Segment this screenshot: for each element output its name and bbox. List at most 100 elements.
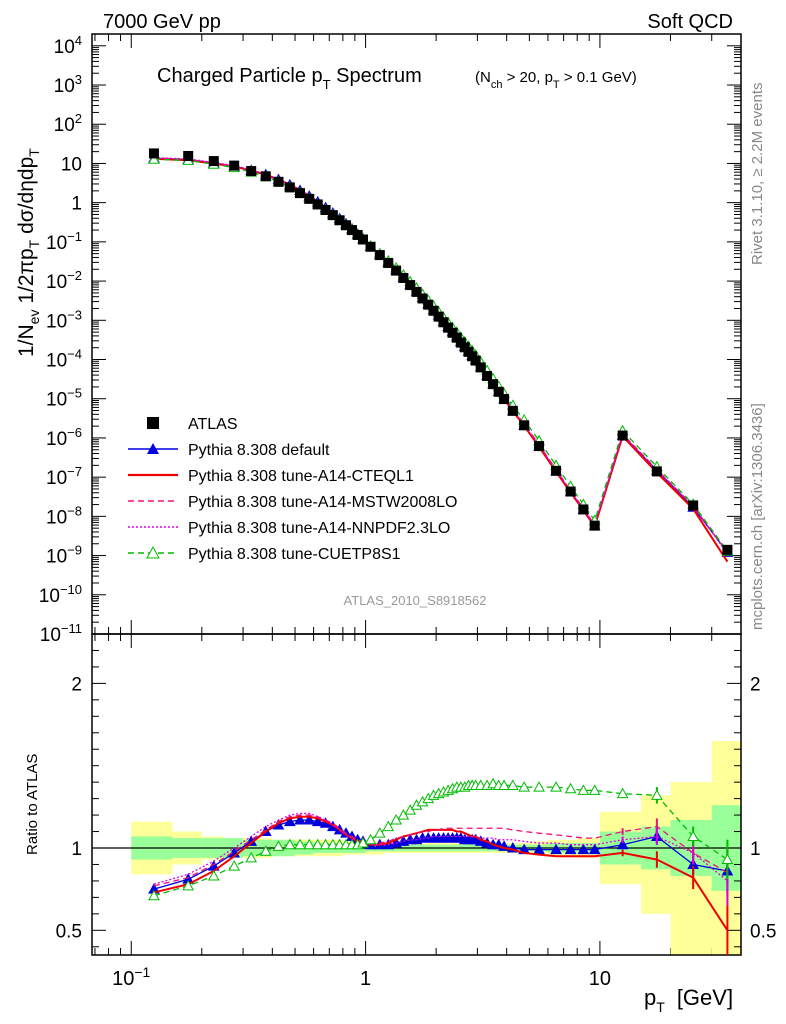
ratio-y-tick-label: 0.5 — [56, 921, 82, 942]
ratio-marker — [259, 845, 272, 856]
header-right: Soft QCD — [647, 11, 733, 33]
legend-label: Pythia 8.308 tune-A14-MSTW2008LO — [188, 494, 457, 511]
legend-label: Pythia 8.308 tune-A14-CTEQL1 — [188, 468, 414, 485]
data-point — [391, 265, 402, 276]
legend-entry-2: Pythia 8.308 tune-A14-CTEQL1 — [128, 468, 414, 485]
side-label-top: Rivet 3.1.10, ≥ 2.2M events — [749, 83, 766, 266]
data-point — [284, 182, 295, 193]
ratio-frame — [91, 633, 742, 956]
ratio-marker — [498, 779, 510, 790]
ratio-marker — [616, 838, 629, 850]
y-tick-label: 104 — [54, 33, 82, 58]
ratio-marker — [294, 838, 306, 850]
ratio-y-tick-label: 2 — [71, 674, 82, 695]
data-point — [320, 204, 331, 215]
legend-label: Pythia 8.308 tune-A14-NNPDF2.3LO — [188, 520, 450, 537]
data-point — [551, 465, 562, 476]
y-tick-label: 10−8 — [46, 503, 82, 528]
data-point — [617, 430, 628, 441]
title-rest: Spectrum — [331, 65, 422, 87]
data-point — [358, 234, 369, 245]
legend-entry-4: Pythia 8.308 tune-A14-NNPDF2.3LO — [128, 520, 450, 537]
data-point — [438, 317, 449, 328]
legend: ATLAS Pythia 8.308 default Pythia 8.308 tu… — [128, 416, 457, 563]
y-tick-label: 10−10 — [39, 582, 82, 607]
data-point — [428, 305, 439, 316]
ratio-y-tick-label-right: 2 — [750, 674, 761, 695]
ratio-marker — [550, 781, 562, 792]
data-point — [565, 486, 576, 497]
data-point — [260, 171, 271, 182]
data-point — [346, 225, 357, 236]
data-point — [208, 156, 219, 167]
ratio-marker — [651, 789, 663, 800]
ratio-y-tick-label-right: 0.5 — [750, 921, 776, 942]
y-tick-label: 10−2 — [46, 268, 82, 293]
data-point — [417, 293, 428, 304]
data-point — [183, 150, 194, 161]
y-tick-label: 10−11 — [40, 621, 82, 646]
ratio-marker — [533, 781, 545, 792]
data-point — [411, 286, 422, 297]
ratio-marker — [564, 843, 577, 855]
data-point — [499, 394, 510, 405]
data-point — [229, 160, 240, 171]
data-point — [312, 199, 323, 210]
data-point — [273, 176, 284, 187]
ratio-marker — [207, 869, 220, 881]
data-point — [365, 241, 376, 252]
ratio-marker — [245, 851, 258, 863]
data-point — [493, 386, 504, 397]
ratio-marker — [228, 860, 241, 871]
ratio-y-tick-label-right: 1 — [750, 839, 761, 860]
ratio-marker — [283, 815, 296, 827]
main-frame — [91, 33, 742, 635]
y-tick-label: 1 — [71, 194, 82, 215]
ratio-marker — [148, 889, 160, 901]
ratio-line — [153, 814, 728, 887]
ratio-marker — [518, 781, 531, 792]
data-point — [295, 188, 306, 199]
side-label-bottom: mcplots.cern.ch [arXiv:1306.3436] — [749, 403, 766, 630]
series-line — [153, 158, 728, 552]
data-point — [304, 193, 315, 204]
ratio-marker — [506, 779, 519, 790]
ratio-marker — [283, 838, 296, 850]
legend-entry-1: Pythia 8.308 default — [128, 442, 330, 459]
ratio-marker — [303, 838, 316, 850]
ratio-marker — [577, 843, 590, 855]
main-panel: 10410310210110−110−210−310−410−510−610−7… — [39, 33, 742, 955]
header-left: 7000 GeV pp — [103, 11, 221, 33]
ratio-marker — [382, 820, 395, 832]
ratio-series-4 — [148, 777, 734, 901]
ratio-marker — [272, 840, 285, 851]
ratio-marker — [303, 813, 316, 825]
y-tick-label: 10−1 — [46, 229, 82, 254]
data-point — [148, 148, 159, 159]
y-tick-label: 10−7 — [46, 464, 82, 489]
data-point — [423, 299, 434, 310]
data-point — [688, 500, 699, 511]
ratio-marker — [311, 838, 324, 850]
ratio-marker — [687, 830, 700, 841]
data-point — [383, 257, 394, 268]
ratio-marker — [357, 837, 369, 848]
y-axis-label-main: 1/Nev 1/2πpT dσ/dηdpT — [15, 148, 42, 357]
y-tick-label: 102 — [54, 111, 82, 136]
ratio-marker — [721, 853, 734, 865]
ratio-marker — [588, 843, 601, 855]
data-point — [475, 362, 486, 373]
ratio-line — [153, 815, 729, 931]
data-point — [722, 544, 733, 555]
legend-marker — [147, 443, 159, 454]
y-tick-label: 10−9 — [46, 543, 82, 568]
y-tick-label: 10−5 — [46, 386, 82, 411]
data-point — [405, 280, 416, 291]
data-point — [374, 250, 385, 261]
data-point — [534, 441, 545, 452]
legend-marker — [147, 417, 159, 429]
data-point — [470, 355, 481, 366]
data-point — [443, 322, 454, 333]
data-point — [578, 504, 589, 515]
